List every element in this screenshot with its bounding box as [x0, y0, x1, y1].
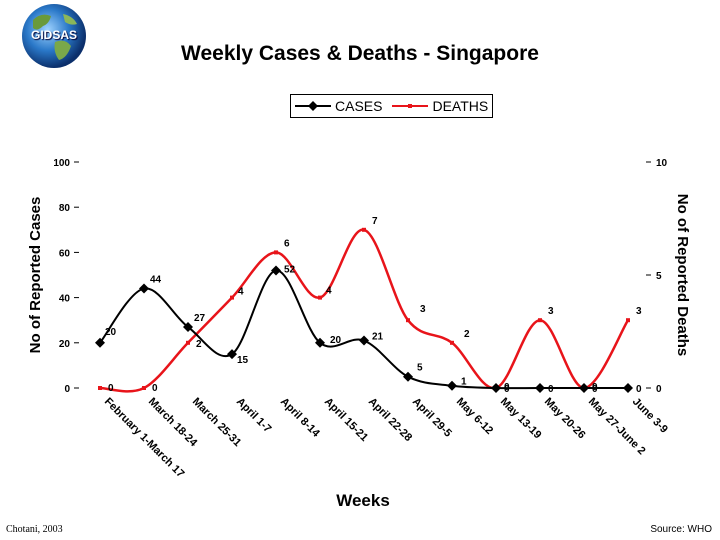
y-tick-label: 100	[53, 158, 70, 169]
x-tick-label: April 8-14	[278, 396, 323, 441]
x-tick-label: April 15-21	[322, 396, 370, 444]
cases-point	[183, 321, 193, 332]
y2-tick-label: 10	[656, 158, 668, 169]
x-tick-label: April 29-5	[410, 396, 454, 440]
legend-deaths-label: DEATHS	[432, 98, 489, 114]
y2-tick-label: 0	[656, 384, 662, 395]
cases-point	[271, 265, 281, 276]
deaths-data-label: 7	[372, 216, 378, 227]
deaths-point	[186, 340, 190, 345]
deaths-point	[626, 318, 630, 323]
cases-point	[535, 383, 545, 393]
cases-data-label: 52	[284, 264, 296, 275]
logo-text: GIDSAS	[30, 28, 77, 42]
footer-source: Source: WHO	[650, 524, 712, 535]
y-tick-label: 60	[59, 248, 71, 259]
cases-data-label: 20	[105, 327, 117, 338]
y2-tick-label: 5	[656, 271, 662, 282]
x-tick-label: June 3-9	[630, 396, 670, 436]
cases-point	[359, 335, 369, 346]
deaths-data-label: 0	[108, 383, 114, 394]
cases-point	[447, 380, 457, 391]
deaths-data-label: 2	[464, 329, 470, 340]
y-tick-label: 0	[64, 384, 70, 395]
legend-item-deaths: DEATHS	[392, 98, 488, 114]
deaths-series-line	[99, 228, 630, 393]
legend-cases-label: CASES	[335, 98, 383, 114]
y-tick-label: 20	[59, 339, 71, 350]
legend-cases-marker	[295, 101, 331, 111]
deaths-point	[538, 318, 542, 323]
cases-point	[623, 383, 633, 393]
cases-data-label: 1	[461, 377, 467, 388]
deaths-point	[142, 386, 146, 390]
legend-deaths-marker	[392, 104, 429, 108]
cases-data-label: 20	[330, 335, 342, 346]
deaths-data-label: 3	[636, 306, 642, 317]
deaths-point	[318, 295, 322, 300]
y2-axis-title: No of Reported Deaths	[674, 194, 691, 357]
cases-data-label: 0	[548, 384, 554, 395]
cases-data-label: 44	[150, 275, 162, 286]
x-tick-label: April 1-7	[234, 396, 274, 436]
x-tick-label: May 20-26	[542, 396, 588, 442]
deaths-point	[406, 318, 410, 323]
legend-item-cases: CASES	[295, 98, 382, 114]
cases-data-label: 0	[636, 384, 642, 395]
deaths-point	[230, 295, 234, 300]
deaths-data-label: 0	[592, 382, 598, 393]
cases-data-label: 15	[237, 355, 249, 366]
deaths-point	[274, 250, 278, 255]
chart-title: Weekly Cases & Deaths - Singapore	[181, 42, 539, 65]
x-axis-title: Weeks	[336, 491, 390, 510]
cases-data-label: 5	[417, 363, 423, 374]
deaths-data-label: 2	[196, 339, 202, 350]
footer-credit: Chotani, 2003	[6, 524, 63, 535]
y-tick-label: 80	[59, 203, 71, 214]
cases-data-label: 21	[372, 332, 384, 343]
cases-point	[579, 383, 589, 393]
deaths-point	[450, 340, 454, 345]
deaths-data-label: 3	[420, 304, 426, 315]
x-tick-label: May 6-12	[454, 396, 495, 437]
x-tick-label: May 13-19	[498, 396, 544, 442]
cases-point	[139, 283, 149, 294]
deaths-data-label: 6	[284, 238, 290, 249]
deaths-data-label: 0	[504, 382, 510, 393]
y-tick-label: 40	[59, 294, 71, 305]
chart-legend: CASES DEATHS	[290, 94, 493, 118]
cases-data-label: 0	[592, 384, 598, 395]
deaths-data-label: 4	[238, 287, 244, 298]
y-axis-title: No of Reported Cases	[27, 197, 44, 354]
deaths-point	[362, 227, 366, 232]
cases-data-label: 27	[194, 313, 206, 324]
cases-point	[315, 337, 325, 348]
deaths-data-label: 0	[152, 383, 158, 394]
cases-data-label: 0	[504, 384, 510, 395]
cases-point	[403, 371, 413, 382]
deaths-point	[98, 386, 102, 390]
cases-point	[227, 349, 237, 360]
globe-logo	[19, 2, 89, 70]
x-tick-label: April 22-28	[366, 396, 414, 444]
cases-point	[491, 383, 501, 393]
deaths-data-label: 4	[326, 286, 332, 297]
deaths-data-label: 3	[548, 306, 554, 317]
cases-point	[95, 337, 105, 348]
x-tick-label: February 1-March 17	[102, 396, 187, 481]
